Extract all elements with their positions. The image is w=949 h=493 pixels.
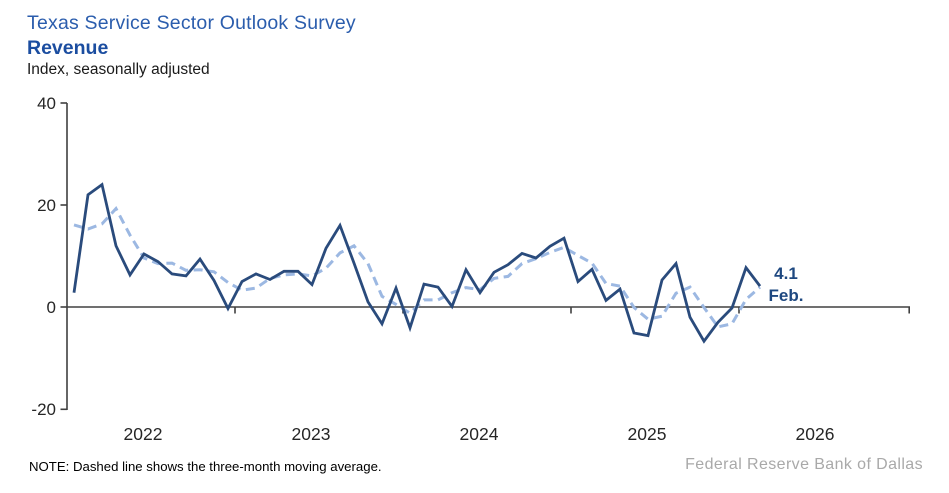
x-tick-label-2025: 2025 (627, 424, 667, 444)
y-tick-label-20: 20 (37, 195, 56, 215)
x-tick-label-2022: 2022 (123, 424, 163, 444)
footnote: NOTE: Dashed line shows the three-month … (29, 459, 382, 474)
latest-value-label: 4.1 (774, 264, 798, 283)
attribution: Federal Reserve Bank of Dallas (685, 456, 923, 473)
x-tick-label-2024: 2024 (459, 424, 499, 444)
y-tick-label-0: 0 (46, 297, 56, 317)
page-title: Texas Service Sector Outlook Survey (27, 12, 356, 34)
axis-units-label: Index, seasonally adjusted (27, 61, 210, 78)
zero-axis (67, 306, 911, 314)
x-tick-label-2026: 2026 (795, 424, 835, 444)
latest-month-label: Feb. (768, 286, 804, 305)
y-axis (60, 102, 68, 411)
chart-subtitle-revenue: Revenue (27, 37, 109, 59)
revenue-line (72, 182, 762, 344)
y-tick-label-neg20: -20 (31, 399, 56, 419)
x-tick-label-2023: 2023 (291, 424, 331, 444)
y-tick-label-40: 40 (37, 93, 56, 113)
